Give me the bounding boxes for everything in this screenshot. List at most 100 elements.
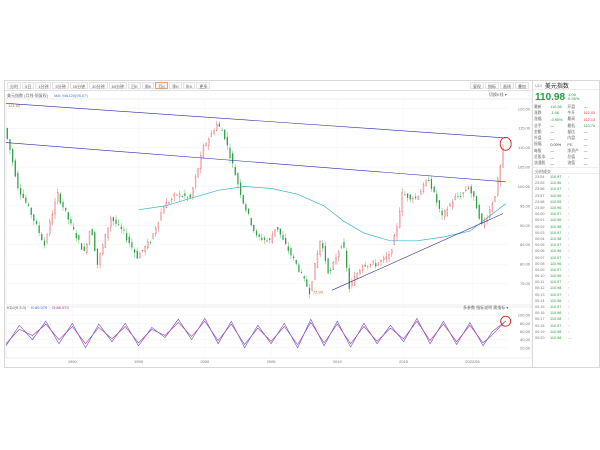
tick-time: 00:12 bbox=[535, 286, 545, 291]
candle-body bbox=[261, 237, 263, 241]
candle-body bbox=[359, 270, 361, 275]
tick-row: 00:11 110.97 ↑ bbox=[533, 279, 599, 285]
candle-body bbox=[179, 193, 181, 197]
tick-row: 00:10 110.96 ↓ bbox=[533, 273, 599, 279]
osc-tick-label: 20.00 bbox=[520, 345, 531, 350]
candle-body bbox=[340, 246, 342, 248]
tick-time: 00:19 bbox=[535, 329, 545, 334]
candle-body bbox=[486, 218, 488, 222]
candle-body bbox=[263, 237, 266, 240]
candle-body bbox=[380, 260, 382, 263]
toolbar-tool-button[interactable]: 叠加 bbox=[515, 82, 529, 89]
osc-tick-label: 80.00 bbox=[520, 321, 531, 326]
candle-body bbox=[433, 186, 435, 193]
period-tab[interactable]: 季K bbox=[169, 82, 182, 89]
quote-stat-value: 0.00% bbox=[550, 142, 562, 147]
quote-stat-label: PE bbox=[567, 142, 573, 147]
quote-stat-value: — bbox=[550, 149, 555, 154]
candle-body bbox=[364, 264, 366, 267]
period-tab[interactable]: 周K bbox=[141, 82, 155, 89]
toolbar-tool-button[interactable]: 指标 bbox=[485, 82, 499, 89]
quote-stat-row: 振幅 0.00% PE — bbox=[533, 142, 599, 148]
candle-body bbox=[237, 173, 239, 185]
quote-stat-value: — bbox=[550, 155, 555, 160]
candle-body bbox=[141, 249, 144, 251]
candle-body bbox=[300, 272, 303, 273]
chart-window: 分时 5日 1分钟 5分钟 15分钟 30分钟 60分钟 日K 周K 月K 季K 年K 更多 复权 指标 画线… bbox=[4, 80, 600, 368]
quote-panel: UDI 美元指数 110.98 1.06 0.96% 最新 110.98 开盘 — 涨跌… bbox=[532, 81, 599, 367]
tick-direction: ↓ bbox=[568, 181, 570, 186]
period-tab[interactable]: 分时 bbox=[7, 82, 21, 89]
candle-body bbox=[412, 198, 414, 200]
candle-body bbox=[361, 265, 364, 271]
candle-body bbox=[330, 270, 332, 271]
tick-time: 00:01 bbox=[535, 218, 545, 223]
candle-body bbox=[67, 212, 69, 220]
period-tab[interactable]: 日K bbox=[128, 82, 141, 89]
candle-body bbox=[290, 248, 292, 256]
y-tick-label: 75.00 bbox=[520, 281, 531, 286]
candle-body bbox=[133, 249, 136, 253]
tick-direction: ↓ bbox=[568, 311, 570, 316]
candle-body bbox=[499, 165, 501, 182]
period-tab[interactable]: 30分钟 bbox=[89, 82, 108, 89]
candle-body bbox=[216, 124, 218, 131]
chart-mode-toggle[interactable]: 切换K线 ▾ bbox=[489, 92, 507, 97]
candle-body bbox=[452, 202, 454, 207]
quote-stat-value: — bbox=[583, 161, 588, 166]
candle-body bbox=[176, 194, 178, 196]
period-tab[interactable]: 5日 bbox=[22, 82, 35, 89]
tick-time: 00:00 bbox=[535, 212, 545, 217]
period-tab[interactable]: 1分钟 bbox=[35, 82, 52, 89]
candle-body bbox=[224, 129, 226, 140]
candle-body bbox=[306, 279, 308, 287]
candle-body bbox=[57, 192, 59, 202]
candle-body bbox=[417, 196, 419, 200]
y-tick-label: 80.00 bbox=[520, 262, 531, 267]
toolbar-tool-button[interactable]: 复权 bbox=[470, 82, 484, 89]
tick-row: 00:19 110.98 ↑ bbox=[533, 329, 599, 335]
tick-row: 00:20 110.98 — bbox=[533, 335, 599, 341]
candle-body bbox=[409, 194, 411, 200]
oscillator-links[interactable]: 多参数 指标说明 换指标 ▾ bbox=[463, 305, 509, 310]
tick-price: 110.96 bbox=[550, 193, 562, 198]
tick-price: 110.97 bbox=[550, 175, 562, 180]
candle-body bbox=[104, 233, 107, 248]
oscillator-pane-frame bbox=[5, 306, 532, 359]
candle-body bbox=[497, 178, 499, 196]
candle-body bbox=[414, 196, 417, 199]
candle-body bbox=[316, 252, 319, 268]
tick-direction: ↓ bbox=[568, 243, 570, 248]
tick-price: 110.98 bbox=[550, 335, 562, 340]
quote-stat-row: 流通股 — 流值 — bbox=[533, 161, 599, 167]
quote-stat-row: 最新 110.98 开盘 — bbox=[533, 104, 599, 110]
period-tab[interactable]: 年K bbox=[182, 82, 196, 89]
osc-tick-label: 60.00 bbox=[520, 329, 531, 334]
tick-row: 00:05 110.97 ↓ bbox=[533, 242, 599, 248]
period-tab[interactable]: 更多 bbox=[196, 82, 211, 89]
tick-direction: ↓ bbox=[568, 323, 570, 328]
quote-stat-value: -1.06 bbox=[550, 111, 559, 116]
tick-price: 110.96 bbox=[550, 274, 562, 279]
tick-time: 00:11 bbox=[535, 280, 545, 285]
candle-body bbox=[425, 180, 427, 186]
candle-body bbox=[473, 191, 475, 197]
toolbar-tool-button[interactable]: 画线 bbox=[500, 82, 514, 89]
tick-price: 110.97 bbox=[550, 212, 562, 217]
candle-body bbox=[62, 201, 64, 208]
tick-direction: ↓ bbox=[568, 193, 570, 198]
period-tab[interactable]: 5分钟 bbox=[52, 82, 69, 89]
period-tab[interactable]: 60分钟 bbox=[108, 82, 128, 89]
period-tab[interactable]: 15分钟 bbox=[69, 82, 89, 89]
y-tick-label: 120.00 bbox=[518, 106, 531, 111]
candle-body bbox=[393, 234, 395, 245]
candle-body bbox=[59, 193, 61, 204]
price-chart[interactable]: 120.00 115.00 110.00 105.00 100.00 95.00 90.00… bbox=[5, 81, 532, 367]
candle-body bbox=[192, 187, 194, 198]
candle-body bbox=[245, 204, 247, 211]
tick-price: 110.98 bbox=[550, 317, 562, 322]
period-tab[interactable]: 月K bbox=[155, 82, 169, 89]
tick-time: 00:13 bbox=[535, 292, 545, 297]
tick-time: 00:02 bbox=[535, 224, 545, 229]
trendline bbox=[5, 103, 506, 139]
